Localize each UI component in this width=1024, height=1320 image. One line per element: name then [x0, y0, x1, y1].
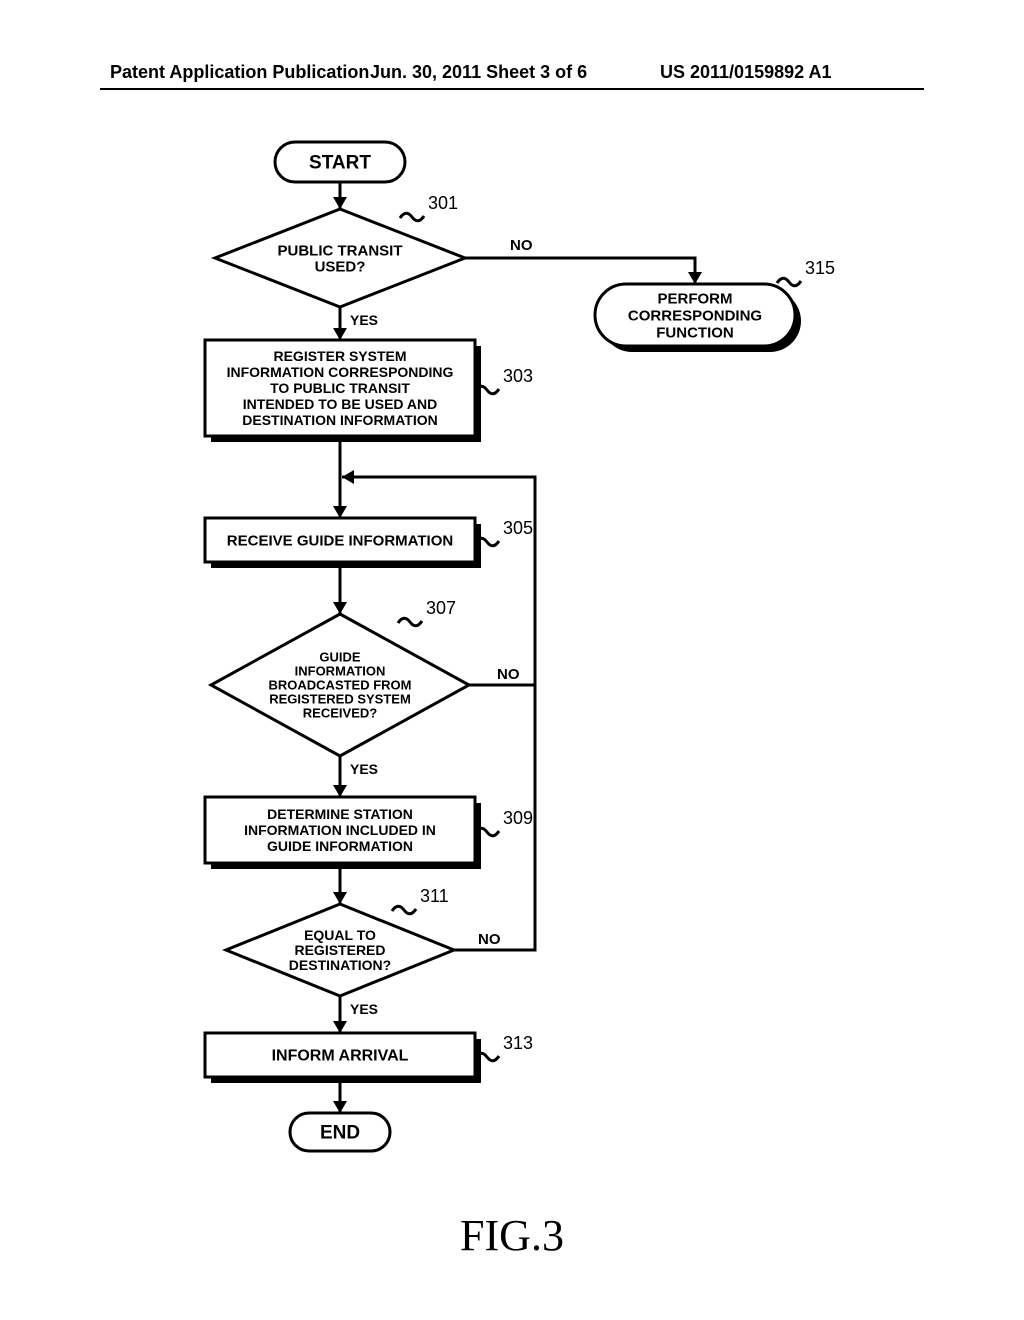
header-rule: [100, 88, 924, 90]
svg-text:307: 307: [426, 598, 456, 618]
svg-text:RECEIVED?: RECEIVED?: [303, 706, 377, 721]
svg-text:END: END: [320, 1123, 360, 1144]
header-date-sheet: Jun. 30, 2011 Sheet 3 of 6: [370, 62, 587, 83]
svg-text:INFORM ARRIVAL: INFORM ARRIVAL: [272, 1048, 409, 1065]
svg-text:301: 301: [428, 193, 458, 213]
svg-text:RECEIVE GUIDE INFORMATION: RECEIVE GUIDE INFORMATION: [227, 532, 453, 549]
svg-text:PERFORM: PERFORM: [658, 290, 733, 307]
svg-text:GUIDE: GUIDE: [319, 650, 361, 665]
header-pubnum: US 2011/0159892 A1: [660, 62, 831, 83]
svg-text:REGISTERED: REGISTERED: [294, 942, 385, 958]
svg-text:DESTINATION INFORMATION: DESTINATION INFORMATION: [242, 412, 437, 428]
svg-text:BROADCASTED FROM: BROADCASTED FROM: [269, 678, 412, 693]
svg-text:309: 309: [503, 808, 533, 828]
svg-text:NO: NO: [478, 931, 501, 948]
svg-text:PUBLIC TRANSIT: PUBLIC TRANSIT: [278, 242, 403, 259]
flowchart: START PUBLIC TRANSITUSED? 301 YES NO PERFORMC…: [140, 140, 900, 1200]
svg-text:YES: YES: [350, 312, 378, 328]
svg-text:311: 311: [420, 886, 449, 906]
svg-text:REGISTER SYSTEM: REGISTER SYSTEM: [273, 348, 406, 364]
header-publication: Patent Application Publication: [110, 62, 369, 83]
svg-text:INTENDED TO BE USED AND: INTENDED TO BE USED AND: [243, 396, 437, 412]
svg-text:CORRESPONDING: CORRESPONDING: [628, 307, 762, 324]
svg-text:EQUAL TO: EQUAL TO: [304, 927, 376, 943]
svg-text:305: 305: [503, 518, 533, 538]
svg-text:313: 313: [503, 1033, 533, 1053]
figure-label: FIG.3: [0, 1210, 1024, 1261]
svg-text:DETERMINE STATION: DETERMINE STATION: [267, 806, 413, 822]
svg-text:REGISTERED SYSTEM: REGISTERED SYSTEM: [269, 692, 411, 707]
svg-text:YES: YES: [350, 761, 378, 777]
svg-text:315: 315: [805, 258, 835, 278]
svg-text:NO: NO: [510, 237, 533, 254]
svg-text:GUIDE INFORMATION: GUIDE INFORMATION: [267, 838, 413, 854]
svg-text:FUNCTION: FUNCTION: [656, 324, 734, 341]
svg-text:TO PUBLIC TRANSIT: TO PUBLIC TRANSIT: [270, 380, 410, 396]
svg-text:NO: NO: [497, 666, 520, 683]
svg-text:DESTINATION?: DESTINATION?: [289, 957, 391, 973]
svg-text:INFORMATION CORRESPONDING: INFORMATION CORRESPONDING: [227, 364, 454, 380]
svg-text:INFORMATION: INFORMATION: [295, 664, 386, 679]
svg-text:USED?: USED?: [315, 258, 366, 275]
svg-text:YES: YES: [350, 1001, 378, 1017]
svg-text:START: START: [309, 153, 371, 174]
svg-text:INFORMATION INCLUDED IN: INFORMATION INCLUDED IN: [244, 822, 436, 838]
svg-text:303: 303: [503, 366, 533, 386]
